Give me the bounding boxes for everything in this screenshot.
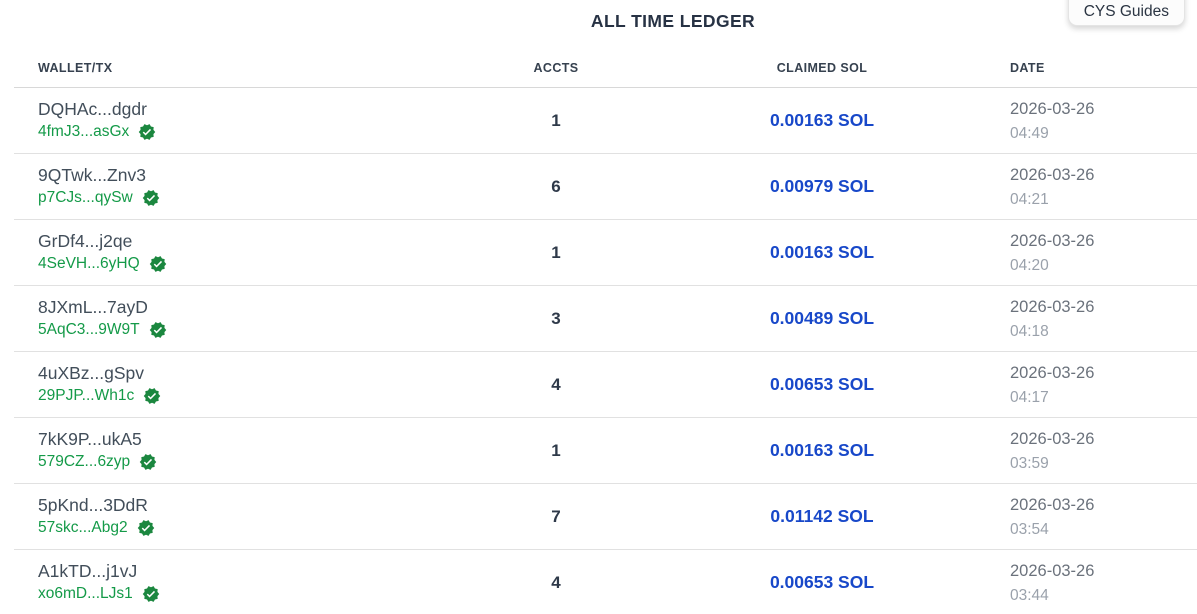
tx-line: 5AqC3...9W9T: [38, 319, 476, 341]
tx-link[interactable]: xo6mD...LJs1: [38, 585, 133, 602]
claimed-sol-link[interactable]: 0.00979 SOL: [769, 176, 875, 196]
wallet-address: 8JXmL...7ayD: [38, 297, 148, 317]
accounts-count: 4: [551, 572, 561, 592]
time-value: 04:49: [1010, 124, 1049, 142]
date-value: 2026-03-26: [1010, 231, 1095, 250]
date-cell: 2026-03-26 04:18: [1008, 295, 1197, 343]
date-cell: 2026-03-26 04:21: [1008, 163, 1197, 211]
top-band: ALL TIME LEDGER CYS Guides: [0, 0, 1197, 48]
date-cell: 2026-03-26 04:49: [1008, 97, 1197, 145]
date-cell: 2026-03-26 04:20: [1008, 229, 1197, 277]
tx-line: 29PJP...Wh1c: [38, 385, 476, 407]
table-row: GrDf4...j2qe 4SeVH...6yHQ 1 0.00163 SOL …: [14, 220, 1197, 286]
wallet-address: 9QTwk...Znv3: [38, 165, 146, 185]
accounts-count: 1: [551, 242, 561, 262]
ledger-rows: DQHAc...dgdr 4fmJ3...asGx 1 0.00163 SOL …: [14, 88, 1197, 614]
accounts-count: 1: [551, 440, 561, 460]
accounts-count: 4: [551, 374, 561, 394]
time-value: 04:20: [1010, 256, 1049, 274]
claimed-sol-link[interactable]: 0.00653 SOL: [769, 572, 875, 592]
verified-badge-icon: [143, 387, 161, 405]
table-row: A1kTD...j1vJ xo6mD...LJs1 4 0.00653 SOL …: [14, 550, 1197, 614]
tx-line: 57skc...Abg2: [38, 517, 476, 539]
claimed-sol-link[interactable]: 0.00163 SOL: [769, 440, 875, 460]
wallet-tx-cell: GrDf4...j2qe 4SeVH...6yHQ: [14, 230, 476, 275]
accounts-count: 7: [551, 506, 561, 526]
date-cell: 2026-03-26 03:54: [1008, 493, 1197, 541]
date-cell: 2026-03-26 03:44: [1008, 559, 1197, 607]
wallet-tx-cell: 9QTwk...Znv3 p7CJs...qySw: [14, 164, 476, 209]
table-row: 7kK9P...ukA5 579CZ...6zyp 1 0.00163 SOL …: [14, 418, 1197, 484]
wallet-address: 5pKnd...3DdR: [38, 495, 148, 515]
column-header-wallet-tx: WALLET/TX: [38, 60, 113, 75]
page-title: ALL TIME LEDGER: [590, 11, 756, 31]
wallet-address: 4uXBz...gSpv: [38, 363, 145, 383]
tx-link[interactable]: 5AqC3...9W9T: [38, 321, 140, 338]
date-value: 2026-03-26: [1010, 363, 1095, 382]
time-value: 04:18: [1010, 322, 1049, 340]
column-header-accts: ACCTS: [533, 60, 579, 75]
time-value: 04:21: [1010, 190, 1049, 208]
tx-line: 4SeVH...6yHQ: [38, 253, 476, 275]
cys-guides-button[interactable]: CYS Guides: [1067, 0, 1185, 26]
table-header-row: WALLET/TX ACCTS CLAIMED SOL DATE: [14, 48, 1197, 88]
tx-link[interactable]: 57skc...Abg2: [38, 519, 128, 536]
wallet-address: 7kK9P...ukA5: [38, 429, 142, 449]
date-value: 2026-03-26: [1010, 561, 1095, 580]
date-value: 2026-03-26: [1010, 297, 1095, 316]
verified-badge-icon: [142, 585, 160, 603]
tx-line: 579CZ...6zyp: [38, 451, 476, 473]
tx-link[interactable]: 579CZ...6zyp: [38, 453, 131, 470]
wallet-tx-cell: 8JXmL...7ayD 5AqC3...9W9T: [14, 296, 476, 341]
verified-badge-icon: [139, 453, 157, 471]
verified-badge-icon: [138, 123, 156, 141]
claimed-sol-link[interactable]: 0.00163 SOL: [769, 242, 875, 262]
tx-line: 4fmJ3...asGx: [38, 121, 476, 143]
date-cell: 2026-03-26 03:59: [1008, 427, 1197, 475]
tx-link[interactable]: 29PJP...Wh1c: [38, 387, 135, 404]
tx-link[interactable]: 4fmJ3...asGx: [38, 123, 130, 140]
wallet-address: DQHAc...dgdr: [38, 99, 147, 119]
table-row: DQHAc...dgdr 4fmJ3...asGx 1 0.00163 SOL …: [14, 88, 1197, 154]
wallet-tx-cell: 7kK9P...ukA5 579CZ...6zyp: [14, 428, 476, 473]
table-row: 9QTwk...Znv3 p7CJs...qySw 6 0.00979 SOL …: [14, 154, 1197, 220]
wallet-tx-cell: 4uXBz...gSpv 29PJP...Wh1c: [14, 362, 476, 407]
verified-badge-icon: [149, 255, 167, 273]
accounts-count: 3: [551, 308, 561, 328]
wallet-address: GrDf4...j2qe: [38, 231, 133, 251]
wallet-tx-cell: 5pKnd...3DdR 57skc...Abg2: [14, 494, 476, 539]
date-value: 2026-03-26: [1010, 165, 1095, 184]
claimed-sol-link[interactable]: 0.01142 SOL: [770, 506, 874, 526]
date-value: 2026-03-26: [1010, 429, 1095, 448]
date-value: 2026-03-26: [1010, 99, 1095, 118]
verified-badge-icon: [137, 519, 155, 537]
claimed-sol-link[interactable]: 0.00163 SOL: [769, 110, 875, 130]
date-cell: 2026-03-26 04:17: [1008, 361, 1197, 409]
time-value: 03:44: [1010, 586, 1049, 604]
column-header-claimed-sol: CLAIMED SOL: [776, 60, 868, 75]
tx-line: xo6mD...LJs1: [38, 583, 476, 605]
claimed-sol-link[interactable]: 0.00489 SOL: [769, 308, 875, 328]
time-value: 04:17: [1010, 388, 1049, 406]
tx-link[interactable]: 4SeVH...6yHQ: [38, 255, 140, 272]
tx-line: p7CJs...qySw: [38, 187, 476, 209]
time-value: 03:54: [1010, 520, 1049, 538]
ledger-table: WALLET/TX ACCTS CLAIMED SOL DATE DQHAc..…: [14, 48, 1197, 614]
wallet-address: A1kTD...j1vJ: [38, 561, 138, 581]
accounts-count: 6: [551, 176, 561, 196]
table-row: 8JXmL...7ayD 5AqC3...9W9T 3 0.00489 SOL …: [14, 286, 1197, 352]
verified-badge-icon: [149, 321, 167, 339]
accounts-count: 1: [551, 110, 561, 130]
wallet-tx-cell: DQHAc...dgdr 4fmJ3...asGx: [14, 98, 476, 143]
wallet-tx-cell: A1kTD...j1vJ xo6mD...LJs1: [14, 560, 476, 605]
table-row: 5pKnd...3DdR 57skc...Abg2 7 0.01142 SOL …: [14, 484, 1197, 550]
claimed-sol-link[interactable]: 0.00653 SOL: [769, 374, 875, 394]
column-header-date: DATE: [1010, 60, 1045, 75]
tx-link[interactable]: p7CJs...qySw: [38, 189, 133, 206]
date-value: 2026-03-26: [1010, 495, 1095, 514]
verified-badge-icon: [142, 189, 160, 207]
time-value: 03:59: [1010, 454, 1049, 472]
table-row: 4uXBz...gSpv 29PJP...Wh1c 4 0.00653 SOL …: [14, 352, 1197, 418]
